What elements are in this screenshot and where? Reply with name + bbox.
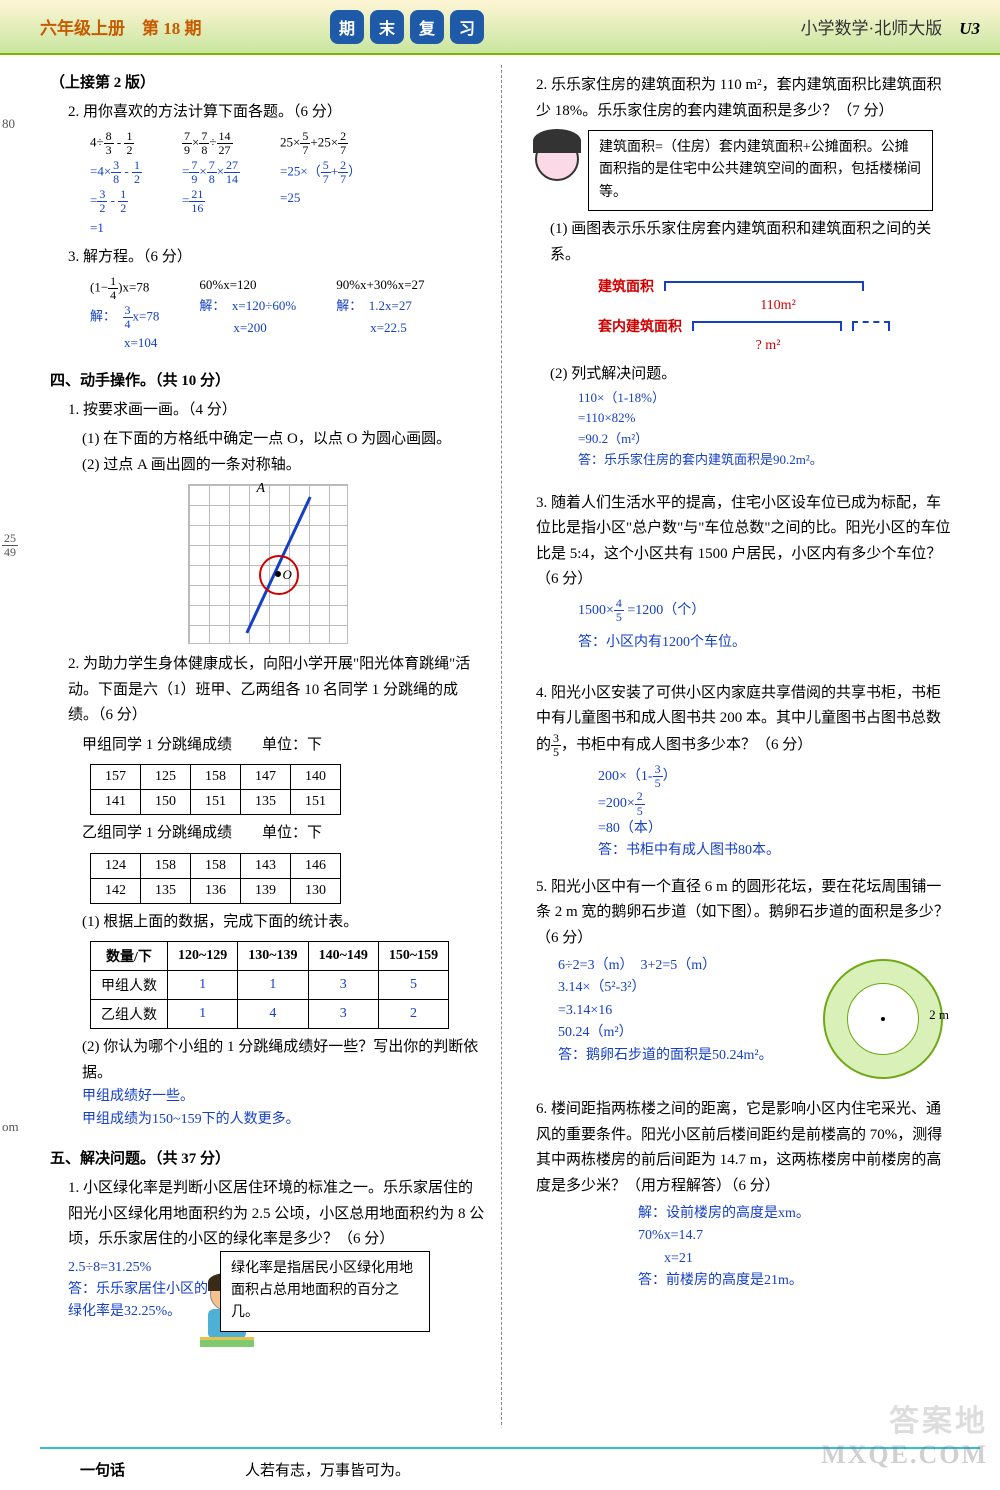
s4-q2b-ans1: 甲组成绩好一些。: [82, 1086, 485, 1108]
r-q2a: (1) 画图表示乐乐家住房套内建筑面积和建筑面积之间的关系。: [550, 217, 953, 268]
eq-2: 60%x=120 解： x=120÷60% x=200: [199, 275, 296, 353]
diag-val-2: ? m²: [658, 338, 878, 354]
label-A: A: [257, 481, 266, 497]
diag-label-2: 套内建筑面积: [598, 316, 682, 336]
s4-q2: 2. 为助力学生身体健康成长，向阳小学开展"阳光体育跳绳"活动。下面是六（1）班…: [68, 652, 485, 729]
column-divider: [501, 65, 502, 1425]
watermark-cn: 答案地: [889, 1396, 988, 1440]
s5-q1-ans2: 答：乐乐家居住小区的绿化率是32.25%。: [68, 1279, 208, 1324]
point-O: [275, 571, 281, 577]
eq-1: (1−14)x=78 解： 34x=78 x=104: [90, 275, 159, 353]
diag-label-1: 建筑面积: [598, 276, 654, 296]
girl-cartoon: [535, 137, 579, 181]
continued-note: （上接第 2 版）: [50, 71, 485, 92]
section-4-title: 四、动手操作。（共 10 分）: [50, 369, 485, 390]
watermark-url: MXQE.COM: [821, 1440, 988, 1470]
right-column: 2. 乐乐家住房的建筑面积为 110 m²，套内建筑面积比建筑面积少 18%。乐…: [508, 65, 963, 1425]
page-header: 六年级上册 第 18 期 期 末 复 习 小学数学·北师大版 U3: [0, 0, 1000, 55]
page-body: （上接第 2 版） 2. 用你喜欢的方法计算下面各题。（6 分） 4÷83 - …: [0, 55, 1000, 1435]
left-column: （上接第 2 版） 2. 用你喜欢的方法计算下面各题。（6 分） 4÷83 - …: [40, 65, 495, 1425]
r-q2b: (2) 列式解决问题。: [550, 362, 953, 388]
diag-val-1: 110m²: [638, 298, 918, 314]
table-stats: 数量/下120~129130~139140~149150~159 甲组人数113…: [90, 941, 449, 1029]
section-5-title: 五、解决问题。（共 37 分）: [50, 1147, 485, 1168]
s4-q1b: (2) 过点 A 画出圆的一条对称轴。: [82, 453, 485, 479]
r-q3-ans2: 答：小区内有1200个车位。: [578, 632, 953, 654]
s4-q1: 1. 按要求画一画。（4 分）: [68, 398, 485, 424]
pill-1: 期: [330, 10, 364, 44]
area-diagram: 建筑面积 110m² 套内建筑面积 ? m²: [598, 276, 953, 354]
s4-q2a: (1) 根据上面的数据，完成下面的统计表。: [82, 910, 485, 936]
calc-problems: 4÷83 - 12 =4×38 - 12 =32 - 12 =1 79×78÷1…: [90, 130, 485, 238]
footer-tag: 一句话: [80, 1459, 125, 1480]
q3-equations: 3. 解方程。（6 分）: [68, 245, 485, 271]
area-tip: 建筑面积=（住房）套内建筑面积+公摊面积。公摊面积指的是住宅中公共建筑空间的面积…: [588, 130, 933, 211]
q2-calc: 2. 用你喜欢的方法计算下面各题。（6 分）: [68, 100, 485, 126]
s5-q1: 1. 小区绿化率是判断小区居住环境的标准之一。乐乐家居住的阳光小区绿化用地面积约…: [68, 1176, 485, 1253]
green-rate-tip: 绿化率是指居民小区绿化用地面积占总用地面积的百分之几。: [220, 1251, 430, 1332]
ring-figure: 2 m: [823, 959, 943, 1079]
r-q6: 6. 楼间距指两栋楼之间的距离，它是影响小区内住宅采光、通风的重要条件。阳光小区…: [536, 1097, 953, 1199]
r-q4: 4. 阳光小区安装了可供小区内家庭共享借阅的共享书柜，书柜中有儿童图书和成人图书…: [536, 681, 953, 759]
pill-2: 末: [370, 10, 404, 44]
grid-figure: A O: [188, 484, 348, 644]
calc-3: 25×57+25×27 =25×（57+27） =25: [280, 130, 361, 238]
t1-title: 甲组同学 1 分跳绳成绩 单位：下: [82, 733, 485, 759]
header-banner: 期 末 复 习: [330, 10, 484, 44]
s4-q2b-ans2: 甲组成绩为150~159下的人数更多。: [82, 1109, 485, 1131]
r-q2: 2. 乐乐家住房的建筑面积为 110 m²，套内建筑面积比建筑面积少 18%。乐…: [536, 73, 953, 124]
s4-q2b: (2) 你认为哪个小组的 1 分跳绳成绩好一些？写出你的判断依据。: [82, 1035, 485, 1086]
pill-4: 习: [450, 10, 484, 44]
t2-title: 乙组同学 1 分跳绳成绩 单位：下: [82, 821, 485, 847]
r-q3-ans1: 1500×45 =1200（个）: [578, 597, 953, 624]
label-O: O: [283, 567, 292, 583]
r-q5: 5. 阳光小区中有一个直径 6 m 的圆形花坛，要在花坛周围铺一条 2 m 宽的…: [536, 875, 953, 952]
r-q3: 3. 随着人们生活水平的提高，住宅小区设车位已成为标配，车位比是指小区"总户数"…: [536, 491, 953, 593]
calc-1: 4÷83 - 12 =4×38 - 12 =32 - 12 =1: [90, 130, 142, 238]
table-group-b: 124158158143146 142135136139130: [90, 853, 341, 904]
pill-3: 复: [410, 10, 444, 44]
header-grade: 六年级上册 第 18 期: [40, 14, 202, 39]
r-q6-ans: 解：设前楼房的高度是xm。 70%x=14.7 x=21 答：前楼房的高度是21…: [638, 1203, 953, 1293]
eq-problems: (1−14)x=78 解： 34x=78 x=104 60%x=120 解： x…: [90, 275, 485, 353]
ring-dim: 2 m: [929, 1007, 949, 1023]
footer-quote: 人若有志，万事皆可为。: [245, 1459, 410, 1480]
s4-q1a: (1) 在下面的方格纸中确定一点 O，以点 O 为圆心画圆。: [82, 427, 485, 453]
eq-3: 90%x+30%x=27 解： 1.2x=27 x=22.5: [336, 275, 424, 353]
table-group-a: 157125158147140 141150151135151: [90, 764, 341, 815]
r-q2b-ans: 110×（1-18%） =110×82% =90.2（m²） 答：乐乐家住房的套…: [578, 388, 953, 471]
r-q4-ans: 200×（1-35） =200×25 =80（本） 答：书柜中有成人图书80本。: [598, 763, 953, 863]
header-subject: 小学数学·北师大版 U3: [801, 14, 980, 39]
calc-2: 79×78÷1427 =79×78×2714 =2116: [182, 130, 240, 238]
